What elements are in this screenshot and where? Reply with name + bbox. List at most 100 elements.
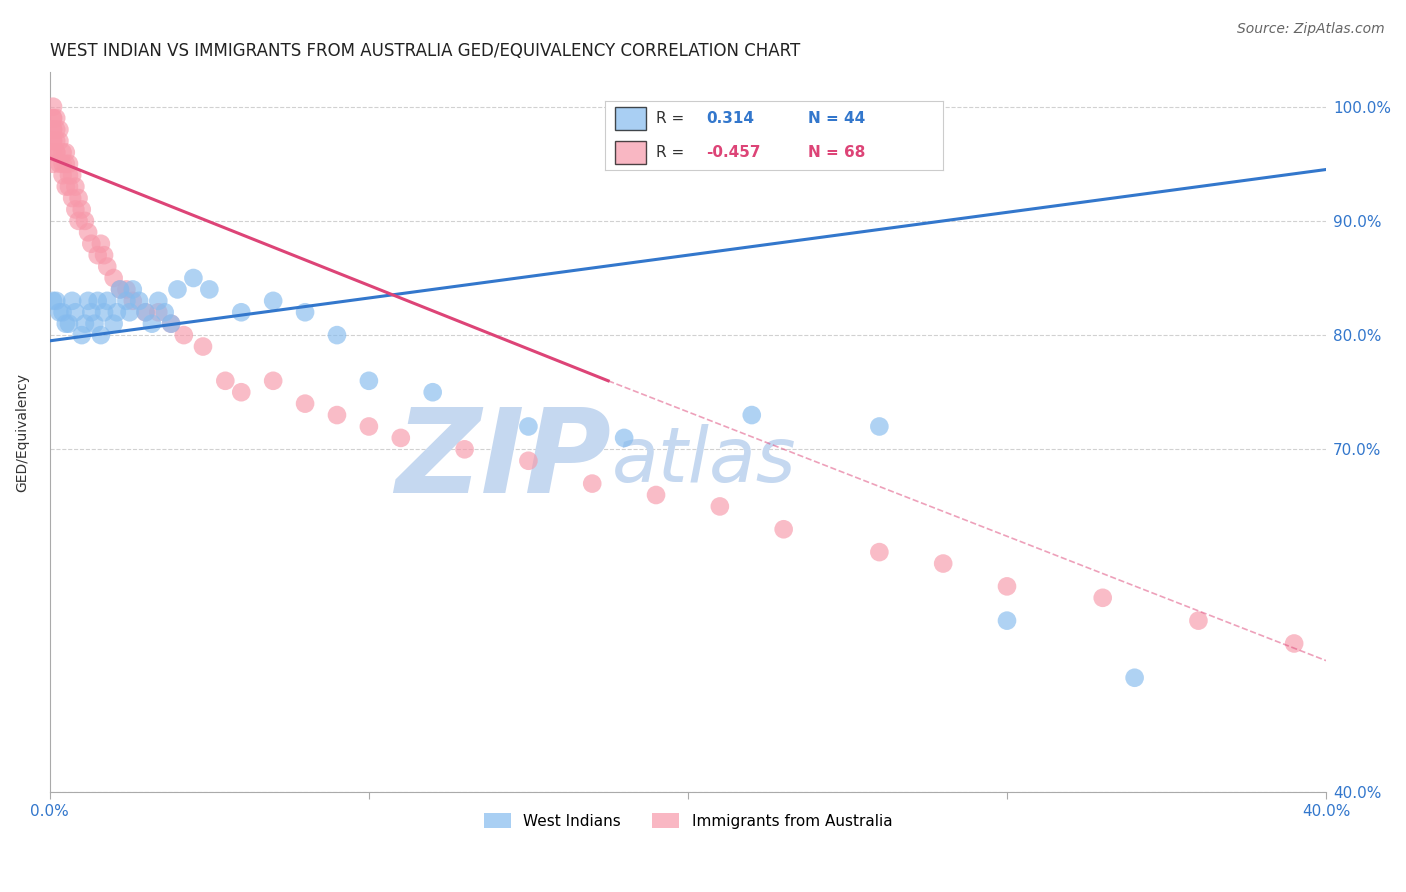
Point <box>42 293 65 308</box>
Point <box>83 317 105 331</box>
Point <box>90 328 112 343</box>
Point <box>42 111 65 125</box>
Point <box>148 293 170 308</box>
Legend: West Indians, Immigrants from Australia: West Indians, Immigrants from Australia <box>478 806 898 835</box>
Point <box>262 374 284 388</box>
Point <box>135 305 157 319</box>
Point <box>108 282 131 296</box>
Point <box>48 157 70 171</box>
Point <box>517 419 540 434</box>
Point <box>70 202 93 217</box>
Point <box>118 305 141 319</box>
Point <box>357 374 380 388</box>
Point <box>148 305 170 319</box>
Point <box>73 317 96 331</box>
Point <box>58 317 80 331</box>
Point <box>80 305 103 319</box>
Point <box>115 293 138 308</box>
Point <box>103 317 125 331</box>
Point <box>67 191 90 205</box>
Point <box>868 545 890 559</box>
Point <box>80 236 103 251</box>
Point <box>45 145 67 160</box>
Point <box>326 328 349 343</box>
Point <box>65 305 87 319</box>
Point <box>294 397 316 411</box>
Point <box>517 454 540 468</box>
Point <box>45 111 67 125</box>
Point <box>42 111 65 125</box>
Point <box>42 100 65 114</box>
Point <box>581 476 603 491</box>
Point <box>128 293 150 308</box>
Point <box>70 328 93 343</box>
Point <box>191 339 214 353</box>
Point <box>1187 614 1209 628</box>
Point <box>60 191 83 205</box>
Point <box>326 408 349 422</box>
Point <box>160 317 183 331</box>
Point <box>52 157 75 171</box>
Point <box>294 305 316 319</box>
Point <box>55 157 77 171</box>
Text: atlas: atlas <box>612 424 796 498</box>
Point <box>77 225 100 239</box>
Text: WEST INDIAN VS IMMIGRANTS FROM AUSTRALIA GED/EQUIVALENCY CORRELATION CHART: WEST INDIAN VS IMMIGRANTS FROM AUSTRALIA… <box>49 42 800 60</box>
Point <box>55 317 77 331</box>
Point <box>42 134 65 148</box>
Point <box>1282 636 1305 650</box>
Point <box>183 271 205 285</box>
Point <box>262 293 284 308</box>
Point <box>73 214 96 228</box>
Point <box>741 408 763 422</box>
Point <box>357 419 380 434</box>
Point <box>772 522 794 536</box>
Text: Source: ZipAtlas.com: Source: ZipAtlas.com <box>1237 22 1385 37</box>
Point <box>166 282 188 296</box>
Point <box>153 305 176 319</box>
Point <box>55 145 77 160</box>
Point <box>42 134 65 148</box>
Point <box>389 431 412 445</box>
Point <box>52 145 75 160</box>
Point <box>1123 671 1146 685</box>
Point <box>58 168 80 182</box>
Point <box>45 293 67 308</box>
Point <box>65 179 87 194</box>
Point <box>1091 591 1114 605</box>
Point <box>48 134 70 148</box>
Point <box>55 179 77 194</box>
Text: ZIP: ZIP <box>395 403 612 518</box>
Point <box>42 145 65 160</box>
Point <box>613 431 636 445</box>
Point <box>995 614 1018 628</box>
Point <box>86 248 108 262</box>
Point <box>709 500 731 514</box>
Point <box>45 134 67 148</box>
Point <box>121 293 143 308</box>
Point <box>121 282 143 296</box>
Point <box>86 293 108 308</box>
Point <box>52 168 75 182</box>
Point <box>995 579 1018 593</box>
Point <box>58 157 80 171</box>
Point <box>645 488 668 502</box>
Point <box>96 293 118 308</box>
Point <box>48 305 70 319</box>
Point <box>214 374 236 388</box>
Point <box>231 305 253 319</box>
Point <box>141 317 163 331</box>
Point <box>173 328 195 343</box>
Point <box>42 122 65 136</box>
Point <box>45 145 67 160</box>
Point <box>52 305 75 319</box>
Point <box>96 260 118 274</box>
Point <box>58 179 80 194</box>
Point <box>868 419 890 434</box>
Point <box>422 385 444 400</box>
Point <box>108 282 131 296</box>
Point <box>60 168 83 182</box>
Point <box>105 305 128 319</box>
Y-axis label: GED/Equivalency: GED/Equivalency <box>15 373 30 491</box>
Point <box>93 305 115 319</box>
